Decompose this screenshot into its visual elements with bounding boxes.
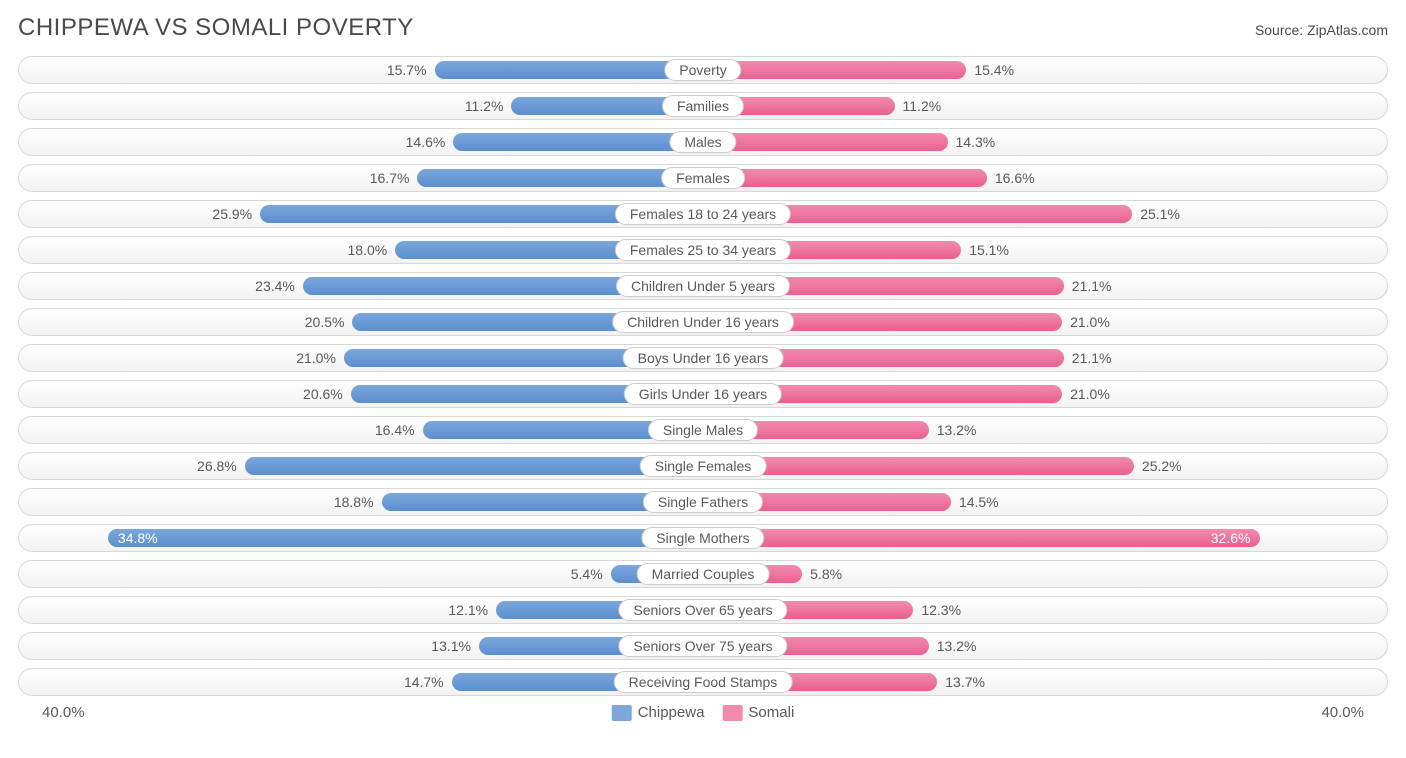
value-left: 18.8% [334,489,374,515]
chart-row: 16.7% 16.6% Females [18,164,1388,192]
chart-row: 25.9% 25.1% Females 18 to 24 years [18,200,1388,228]
category-label: Single Fathers [643,491,763,513]
chart-title: CHIPPEWA VS SOMALI POVERTY [18,14,414,42]
chart-row: 34.8% 32.6% Single Mothers [18,524,1388,552]
category-label: Seniors Over 75 years [618,635,787,657]
category-label: Single Females [640,455,767,477]
diverging-bar-chart: 15.7% 15.4% Poverty 11.2% 11.2% Families 14.6%… [18,56,1388,696]
chart-row: 26.8% 25.2% Single Females [18,452,1388,480]
category-label: Single Mothers [641,527,764,549]
value-right: 16.6% [995,165,1035,191]
chart-row: 11.2% 11.2% Families [18,92,1388,120]
value-left: 14.7% [404,669,444,695]
category-label: Males [669,131,736,153]
value-right: 13.2% [937,633,977,659]
bar-left [435,61,703,79]
category-label: Receiving Food Stamps [614,671,793,693]
value-left: 21.0% [296,345,336,371]
legend: Chippewa Somali [612,704,795,721]
value-right: 21.0% [1070,309,1110,335]
value-left: 18.0% [348,237,388,263]
chart-row: 5.4% 5.8% Married Couples [18,560,1388,588]
legend-swatch [722,705,742,721]
value-right: 11.2% [903,93,942,119]
category-label: Poverty [664,59,741,81]
value-right: 21.1% [1072,345,1112,371]
axis-max-left: 40.0% [42,704,85,721]
chart-row: 18.0% 15.1% Females 25 to 34 years [18,236,1388,264]
chart-row: 16.4% 13.2% Single Males [18,416,1388,444]
category-label: Single Males [648,419,758,441]
source-label: Source: [1255,22,1307,38]
value-left: 34.8% [118,525,158,551]
chart-row: 15.7% 15.4% Poverty [18,56,1388,84]
category-label: Children Under 16 years [612,311,794,333]
value-right: 25.1% [1140,201,1180,227]
category-label: Children Under 5 years [616,275,790,297]
bar-right [703,457,1134,475]
category-label: Females 18 to 24 years [615,203,791,225]
legend-label: Chippewa [638,704,705,721]
chart-row: 23.4% 21.1% Children Under 5 years [18,272,1388,300]
category-label: Boys Under 16 years [623,347,784,369]
value-left: 26.8% [197,453,237,479]
value-left: 11.2% [465,93,504,119]
bar-left [108,529,703,547]
value-right: 32.6% [1211,525,1251,551]
chart-row: 18.8% 14.5% Single Fathers [18,488,1388,516]
legend-label: Somali [748,704,794,721]
value-right: 5.8% [810,561,842,587]
value-left: 20.5% [305,309,345,335]
legend-swatch [612,705,632,721]
value-left: 16.4% [375,417,415,443]
legend-item: Somali [722,704,794,721]
chart-row: 14.6% 14.3% Males [18,128,1388,156]
value-left: 13.1% [431,633,471,659]
category-label: Females 25 to 34 years [615,239,791,261]
chart-row: 20.6% 21.0% Girls Under 16 years [18,380,1388,408]
value-right: 13.2% [937,417,977,443]
bar-right [703,133,948,151]
value-left: 12.1% [448,597,488,623]
category-label: Girls Under 16 years [624,383,782,405]
bar-left [417,169,703,187]
bar-left [245,457,703,475]
category-label: Families [662,95,744,117]
value-left: 5.4% [571,561,603,587]
value-right: 12.3% [921,597,961,623]
category-label: Married Couples [637,563,770,585]
value-left: 14.6% [406,129,446,155]
value-right: 14.3% [956,129,996,155]
value-right: 14.5% [959,489,999,515]
chart-row: 20.5% 21.0% Children Under 16 years [18,308,1388,336]
source-link[interactable]: ZipAtlas.com [1307,22,1388,38]
value-left: 23.4% [255,273,295,299]
value-right: 13.7% [945,669,985,695]
chart-row: 21.0% 21.1% Boys Under 16 years [18,344,1388,372]
category-label: Seniors Over 65 years [618,599,787,621]
chart-row: 13.1% 13.2% Seniors Over 75 years [18,632,1388,660]
value-right: 15.1% [969,237,1009,263]
value-left: 15.7% [387,57,427,83]
bar-right [703,529,1260,547]
value-right: 15.4% [974,57,1014,83]
chart-row: 12.1% 12.3% Seniors Over 65 years [18,596,1388,624]
source-credit: Source: ZipAtlas.com [1255,22,1388,38]
value-right: 21.0% [1070,381,1110,407]
bar-right [703,169,987,187]
value-right: 21.1% [1072,273,1112,299]
value-left: 20.6% [303,381,343,407]
value-right: 25.2% [1142,453,1182,479]
chart-row: 14.7% 13.7% Receiving Food Stamps [18,668,1388,696]
legend-item: Chippewa [612,704,705,721]
bar-left [453,133,703,151]
axis-max-right: 40.0% [1321,704,1364,721]
bar-right [703,61,966,79]
value-left: 16.7% [370,165,410,191]
category-label: Females [661,167,745,189]
value-left: 25.9% [212,201,252,227]
